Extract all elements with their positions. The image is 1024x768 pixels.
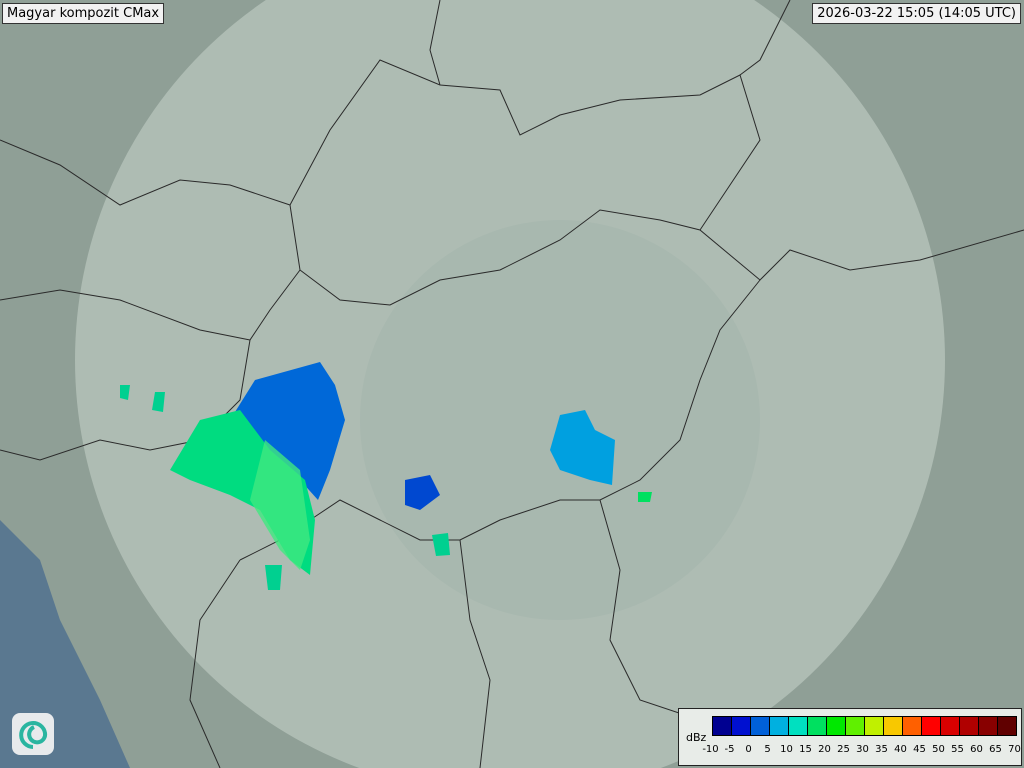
legend-tick-label: 70	[1008, 744, 1021, 755]
legend-tick-label: -10	[702, 744, 719, 755]
map-title: Magyar kompozit CMax	[2, 3, 165, 24]
legend-tick-label: 15	[799, 744, 812, 755]
legend-tick-label: 60	[970, 744, 983, 755]
adriatic-sea	[0, 520, 130, 768]
legend-tick-label: 50	[932, 744, 945, 755]
legend-color-cell	[770, 717, 789, 735]
legend-tick-label: 0	[745, 744, 752, 755]
legend-color-cell	[941, 717, 960, 735]
legend-color-cell	[789, 717, 808, 735]
echo-cell	[432, 533, 450, 556]
echo-cell	[250, 440, 310, 570]
legend-color-cell	[808, 717, 827, 735]
legend-color-cell	[713, 717, 732, 735]
legend-color-cell	[922, 717, 941, 735]
legend-color-cell	[903, 717, 922, 735]
legend-tick-label: 35	[875, 744, 888, 755]
legend-tick-label: 5	[764, 744, 771, 755]
legend-tick-label: -5	[724, 744, 735, 755]
legend-color-cell	[884, 717, 903, 735]
echo-cell	[550, 410, 615, 485]
legend-tick-label: 45	[913, 744, 926, 755]
radar-coverage-area	[75, 0, 945, 768]
legend-tick-label: 30	[856, 744, 869, 755]
legend-color-cell	[960, 717, 979, 735]
legend-unit: dBz	[686, 731, 707, 744]
legend-color-cell	[979, 717, 998, 735]
legend-color-cell	[865, 717, 884, 735]
swirl-logo-icon	[12, 713, 54, 755]
legend-color-cell	[827, 717, 846, 735]
echo-cell	[405, 475, 440, 510]
legend-tick-label: 20	[818, 744, 831, 755]
legend-color-cell	[846, 717, 865, 735]
legend-color-cell	[998, 717, 1016, 735]
echo-cell	[230, 362, 345, 500]
echo-cell	[120, 385, 130, 400]
legend-tick-label: 55	[951, 744, 964, 755]
dbz-legend: dBz -10 -5 0 5 10 15 20 25 30 35 40 45 50 55 60 65 70	[678, 708, 1022, 766]
legend-color-cell	[751, 717, 770, 735]
legend-tick-label: 40	[894, 744, 907, 755]
echo-cell	[265, 565, 282, 590]
legend-color-bar	[712, 716, 1017, 736]
echo-cell	[638, 492, 652, 502]
legend-tick-label: 10	[780, 744, 793, 755]
radar-echoes	[120, 362, 652, 590]
legend-tick-label: 65	[989, 744, 1002, 755]
timestamp: 2026-03-22 15:05 (14:05 UTC)	[812, 3, 1021, 24]
legend-tick-label: 25	[837, 744, 850, 755]
echo-cell	[152, 392, 165, 412]
legend-ticks: -10 -5 0 5 10 15 20 25 30 35 40 45 50 55 60 65 70	[701, 744, 1024, 755]
legend-color-cell	[732, 717, 751, 735]
